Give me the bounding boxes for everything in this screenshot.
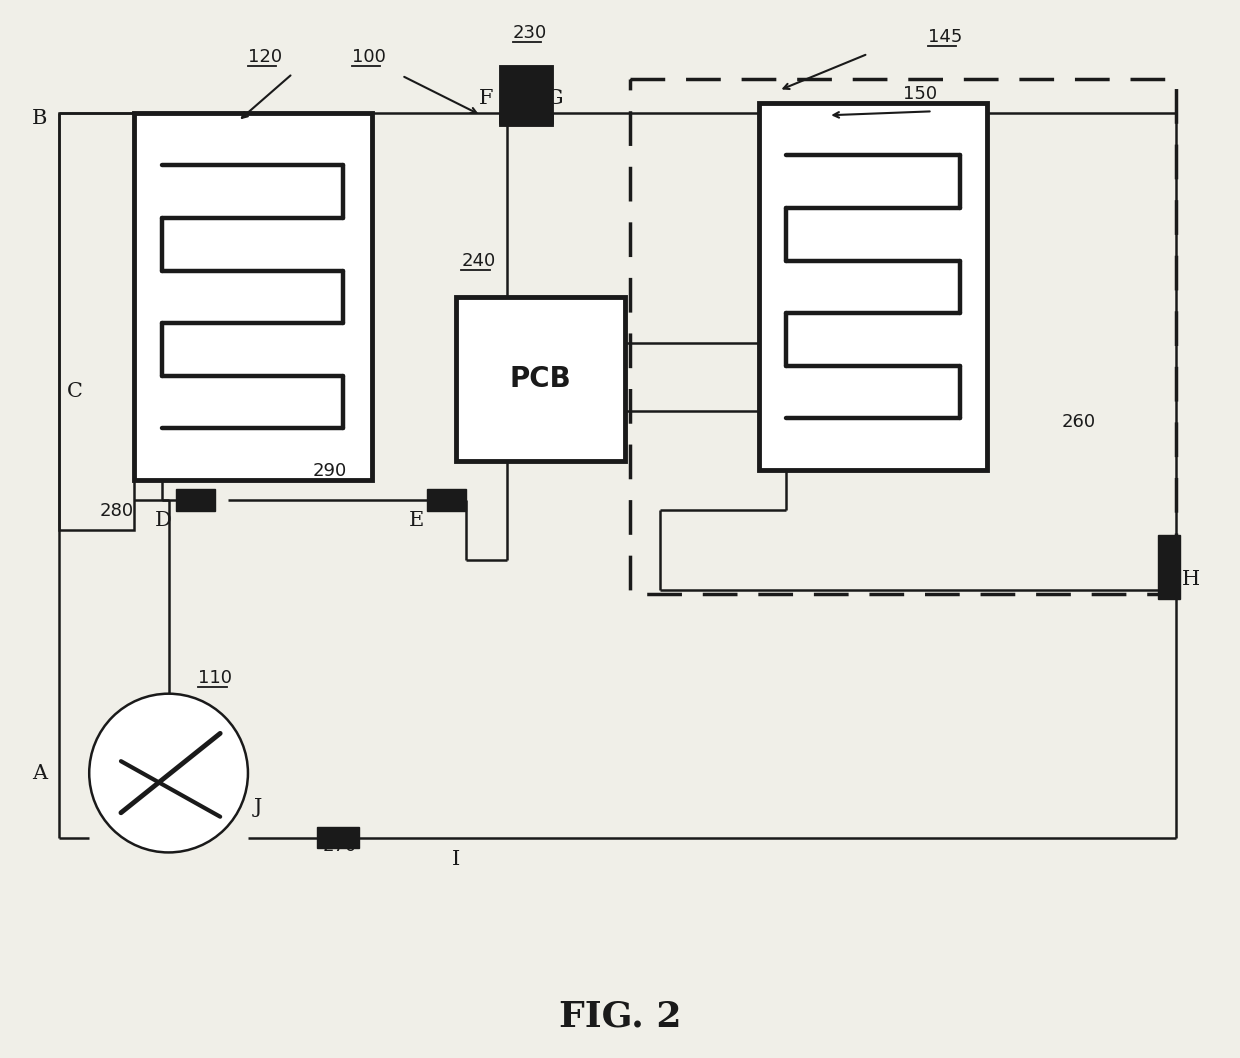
- Text: 100: 100: [352, 48, 386, 66]
- Text: FIG. 2: FIG. 2: [559, 999, 681, 1033]
- Text: 240: 240: [461, 252, 496, 270]
- Text: J: J: [254, 799, 262, 817]
- Bar: [427, 489, 466, 511]
- Text: I: I: [453, 850, 460, 869]
- Bar: [501, 67, 551, 124]
- Bar: [317, 826, 360, 849]
- Bar: [456, 297, 625, 460]
- Text: B: B: [32, 109, 47, 128]
- Text: 270: 270: [322, 838, 357, 856]
- Text: 145: 145: [928, 28, 962, 45]
- Text: 260: 260: [1061, 413, 1096, 431]
- Text: 150: 150: [903, 86, 937, 104]
- Text: E: E: [409, 511, 424, 530]
- Text: 280: 280: [99, 503, 133, 521]
- Bar: [630, 78, 1176, 595]
- Bar: [176, 489, 216, 511]
- Text: F: F: [479, 89, 494, 108]
- Text: D: D: [155, 511, 172, 530]
- Text: 230: 230: [513, 24, 547, 42]
- Bar: [1158, 535, 1179, 600]
- Text: 290: 290: [312, 462, 347, 480]
- Text: G: G: [547, 89, 564, 108]
- Text: H: H: [1182, 570, 1199, 589]
- Bar: [60, 113, 134, 530]
- Circle shape: [89, 694, 248, 853]
- Text: A: A: [32, 764, 47, 783]
- Bar: [134, 113, 372, 480]
- Text: 110: 110: [198, 669, 232, 687]
- Text: 120: 120: [248, 48, 281, 66]
- Bar: [759, 104, 987, 471]
- Text: PCB: PCB: [510, 365, 572, 393]
- Text: C: C: [67, 382, 82, 401]
